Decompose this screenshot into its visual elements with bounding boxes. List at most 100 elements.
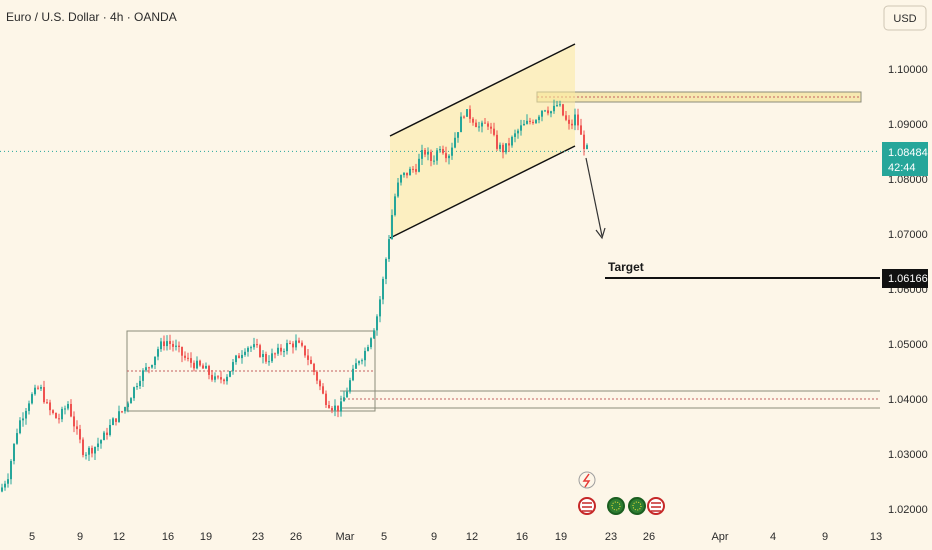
candle-body bbox=[40, 387, 42, 389]
y-tick-label: 1.04000 bbox=[888, 394, 928, 406]
candle-body bbox=[70, 403, 72, 417]
x-tick-label: 9 bbox=[822, 531, 828, 543]
x-tick-label: Apr bbox=[711, 531, 728, 543]
candle-body bbox=[511, 136, 513, 146]
candle-body bbox=[541, 110, 543, 117]
candle-body bbox=[223, 379, 225, 382]
candle-body bbox=[433, 160, 435, 162]
support-zone bbox=[340, 390, 880, 409]
candle-body bbox=[127, 403, 129, 408]
candle-body bbox=[448, 155, 450, 159]
candle-body bbox=[181, 346, 183, 356]
candle-body bbox=[451, 147, 453, 156]
candle-body bbox=[67, 403, 69, 409]
candle-body bbox=[4, 483, 6, 488]
x-tick-label: 23 bbox=[252, 531, 264, 543]
candle-body bbox=[118, 411, 120, 422]
candle-body bbox=[343, 397, 345, 402]
candle-body bbox=[502, 144, 504, 153]
candle-body bbox=[58, 418, 60, 420]
eu-flag-icon[interactable] bbox=[607, 497, 625, 515]
target-label: Target bbox=[608, 260, 644, 274]
rising-channel bbox=[389, 43, 576, 239]
candle-body bbox=[430, 151, 432, 161]
y-tick-label: 1.07000 bbox=[888, 229, 928, 241]
candle-body bbox=[148, 367, 150, 369]
x-tick-label: 16 bbox=[162, 531, 174, 543]
x-tick-label: 4 bbox=[770, 531, 776, 543]
us-flag-icon[interactable] bbox=[578, 497, 596, 515]
candle-body bbox=[289, 343, 291, 345]
eu-flag-icon[interactable] bbox=[628, 497, 646, 515]
x-tick-label: 16 bbox=[516, 531, 528, 543]
candle-body bbox=[244, 351, 246, 355]
candle-body bbox=[532, 121, 534, 124]
resistance-zone bbox=[536, 91, 862, 103]
candle-body bbox=[295, 340, 297, 348]
candle-body bbox=[151, 365, 153, 368]
candle-body bbox=[412, 168, 414, 170]
candle-body bbox=[154, 356, 156, 366]
candle-body bbox=[160, 341, 162, 350]
candle-body bbox=[142, 370, 144, 381]
currency-button[interactable]: USD bbox=[883, 5, 927, 31]
candle-body bbox=[529, 120, 531, 122]
y-tick-label: 1.03000 bbox=[888, 449, 928, 461]
candle-body bbox=[202, 365, 204, 369]
chart-title: Euro / U.S. Dollar · 4h · OANDA bbox=[6, 10, 177, 24]
candle-body bbox=[184, 355, 186, 358]
candle-body bbox=[298, 340, 300, 343]
x-tick-label: 9 bbox=[77, 531, 83, 543]
candle-body bbox=[49, 402, 51, 411]
candle-body bbox=[571, 123, 573, 126]
candle-body bbox=[286, 343, 288, 352]
candle-body bbox=[100, 440, 102, 444]
candle-body bbox=[55, 412, 57, 419]
candle-body bbox=[235, 355, 237, 363]
candle-body bbox=[124, 407, 126, 412]
candle-body bbox=[337, 405, 339, 412]
candle-body bbox=[475, 122, 477, 128]
candle-body bbox=[400, 175, 402, 183]
candle-body bbox=[559, 104, 561, 106]
candle-body bbox=[187, 357, 189, 359]
candle-body bbox=[496, 134, 498, 149]
candle-body bbox=[259, 345, 261, 357]
consolidation-box bbox=[126, 330, 376, 412]
candle-body bbox=[133, 387, 135, 399]
candle-body bbox=[514, 133, 516, 137]
candle-body bbox=[64, 408, 66, 410]
candle-body bbox=[82, 439, 84, 455]
x-tick-label: 12 bbox=[113, 531, 125, 543]
candle-body bbox=[388, 239, 390, 260]
candle-body bbox=[484, 122, 486, 124]
candle-body bbox=[199, 360, 201, 366]
candle-body bbox=[505, 143, 507, 153]
candle-body bbox=[205, 365, 207, 369]
us-flag-icon[interactable] bbox=[647, 497, 665, 515]
candle-body bbox=[409, 168, 411, 176]
candle-body bbox=[226, 376, 228, 382]
candle-body bbox=[256, 344, 258, 346]
candle-body bbox=[76, 426, 78, 430]
x-tick-label: 19 bbox=[200, 531, 212, 543]
candle-body bbox=[472, 118, 474, 123]
candle-body bbox=[415, 169, 417, 172]
candle-body bbox=[13, 443, 15, 462]
candle-body bbox=[22, 418, 24, 421]
candle-body bbox=[238, 355, 240, 359]
candle-body bbox=[232, 362, 234, 372]
candle-body bbox=[517, 130, 519, 134]
candle-body bbox=[481, 122, 483, 127]
candle-body bbox=[94, 446, 96, 454]
x-tick-label: 9 bbox=[431, 531, 437, 543]
y-tick-label: 1.05000 bbox=[888, 339, 928, 351]
candle-body bbox=[253, 344, 255, 348]
candle-body bbox=[334, 405, 336, 411]
candle-body bbox=[556, 105, 558, 107]
candle-body bbox=[91, 447, 93, 454]
lightning-icon[interactable] bbox=[578, 471, 596, 489]
x-tick-label: 26 bbox=[643, 531, 655, 543]
